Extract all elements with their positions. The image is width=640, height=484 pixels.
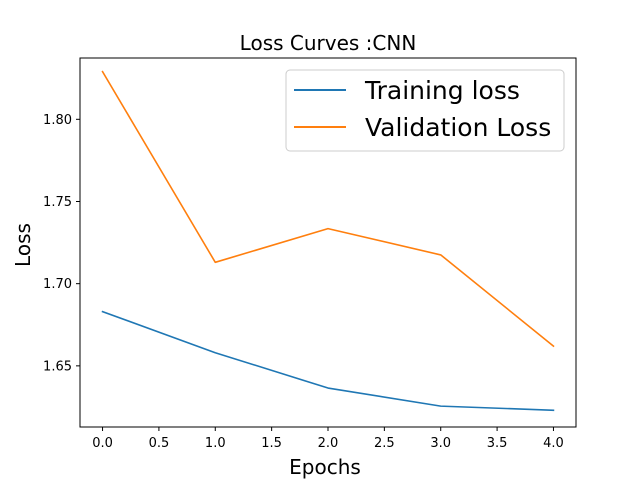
y-axis-label: Loss [11,223,35,267]
x-tick-label: 3.0 [430,436,451,451]
x-tick-label: 2.5 [374,436,395,451]
x-tick-label: 1.0 [205,436,226,451]
y-tick-label: 1.75 [43,195,72,210]
legend-box [285,69,565,152]
x-tick-label: 1.5 [261,436,282,451]
x-tick-label: 0.0 [92,436,113,451]
y-axis: 1.65 1.70 1.75 1.80 [43,113,80,374]
y-tick-label: 1.80 [43,113,72,128]
x-tick-label: 3.5 [487,436,508,451]
chart-title: Loss Curves :CNN [240,31,417,55]
x-axis: 0.0 0.5 1.0 1.5 2.0 2.5 3.0 3.5 4.0 [92,427,564,451]
x-axis-label: Epochs [289,455,361,479]
legend: Training loss Validation Loss [285,69,565,152]
x-tick-label: 4.0 [543,436,564,451]
legend-label-training: Training loss [364,76,520,105]
y-tick-label: 1.70 [43,277,72,292]
x-tick-label: 0.5 [149,436,170,451]
x-tick-label: 2.0 [318,436,339,451]
series-line-training-loss [101,310,555,412]
y-tick-label: 1.65 [43,359,72,374]
series-layer [101,70,555,412]
series-line-validation-loss [101,70,555,348]
legend-label-validation: Validation Loss [365,113,551,142]
